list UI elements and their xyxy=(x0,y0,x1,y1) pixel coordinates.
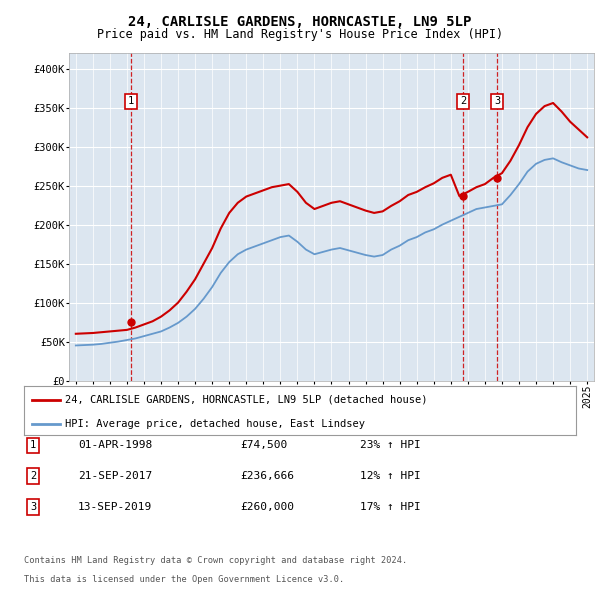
Text: £260,000: £260,000 xyxy=(240,502,294,512)
Text: 01-APR-1998: 01-APR-1998 xyxy=(78,441,152,450)
Text: 24, CARLISLE GARDENS, HORNCASTLE, LN9 5LP (detached house): 24, CARLISLE GARDENS, HORNCASTLE, LN9 5L… xyxy=(65,395,428,405)
Text: 13-SEP-2019: 13-SEP-2019 xyxy=(78,502,152,512)
Text: 1: 1 xyxy=(128,96,134,106)
Text: This data is licensed under the Open Government Licence v3.0.: This data is licensed under the Open Gov… xyxy=(24,575,344,584)
Text: 3: 3 xyxy=(30,502,36,512)
Text: 2: 2 xyxy=(30,471,36,481)
Text: HPI: Average price, detached house, East Lindsey: HPI: Average price, detached house, East… xyxy=(65,419,365,429)
Text: 21-SEP-2017: 21-SEP-2017 xyxy=(78,471,152,481)
Text: 2: 2 xyxy=(460,96,466,106)
Text: 3: 3 xyxy=(494,96,500,106)
Text: 1: 1 xyxy=(30,441,36,450)
Text: 24, CARLISLE GARDENS, HORNCASTLE, LN9 5LP: 24, CARLISLE GARDENS, HORNCASTLE, LN9 5L… xyxy=(128,15,472,29)
Text: Price paid vs. HM Land Registry's House Price Index (HPI): Price paid vs. HM Land Registry's House … xyxy=(97,28,503,41)
Text: 17% ↑ HPI: 17% ↑ HPI xyxy=(360,502,421,512)
Text: 23% ↑ HPI: 23% ↑ HPI xyxy=(360,441,421,450)
Text: 12% ↑ HPI: 12% ↑ HPI xyxy=(360,471,421,481)
Text: Contains HM Land Registry data © Crown copyright and database right 2024.: Contains HM Land Registry data © Crown c… xyxy=(24,556,407,565)
Text: £236,666: £236,666 xyxy=(240,471,294,481)
Text: £74,500: £74,500 xyxy=(240,441,287,450)
